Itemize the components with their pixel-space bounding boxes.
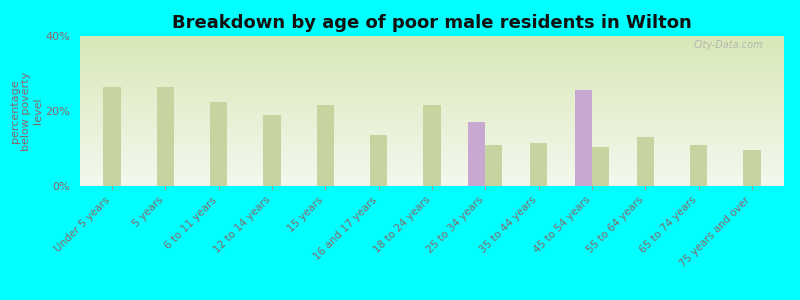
Bar [157, 87, 174, 186]
Title: Breakdown by age of poor male residents in Wilton: Breakdown by age of poor male residents … [172, 14, 692, 32]
Text: City-Data.com: City-Data.com [694, 40, 763, 50]
Bar [690, 145, 707, 186]
Bar [637, 137, 654, 186]
Bar [423, 105, 441, 186]
Bar [592, 147, 609, 186]
Bar [263, 115, 281, 186]
Bar [103, 87, 121, 186]
Bar [486, 145, 502, 186]
Bar [575, 90, 592, 186]
Bar [530, 143, 547, 186]
Bar [210, 102, 227, 186]
Bar [317, 105, 334, 186]
Y-axis label: percentage
below poverty
level: percentage below poverty level [10, 71, 42, 151]
Bar [468, 122, 486, 186]
Bar [743, 150, 761, 186]
Bar [370, 135, 387, 186]
